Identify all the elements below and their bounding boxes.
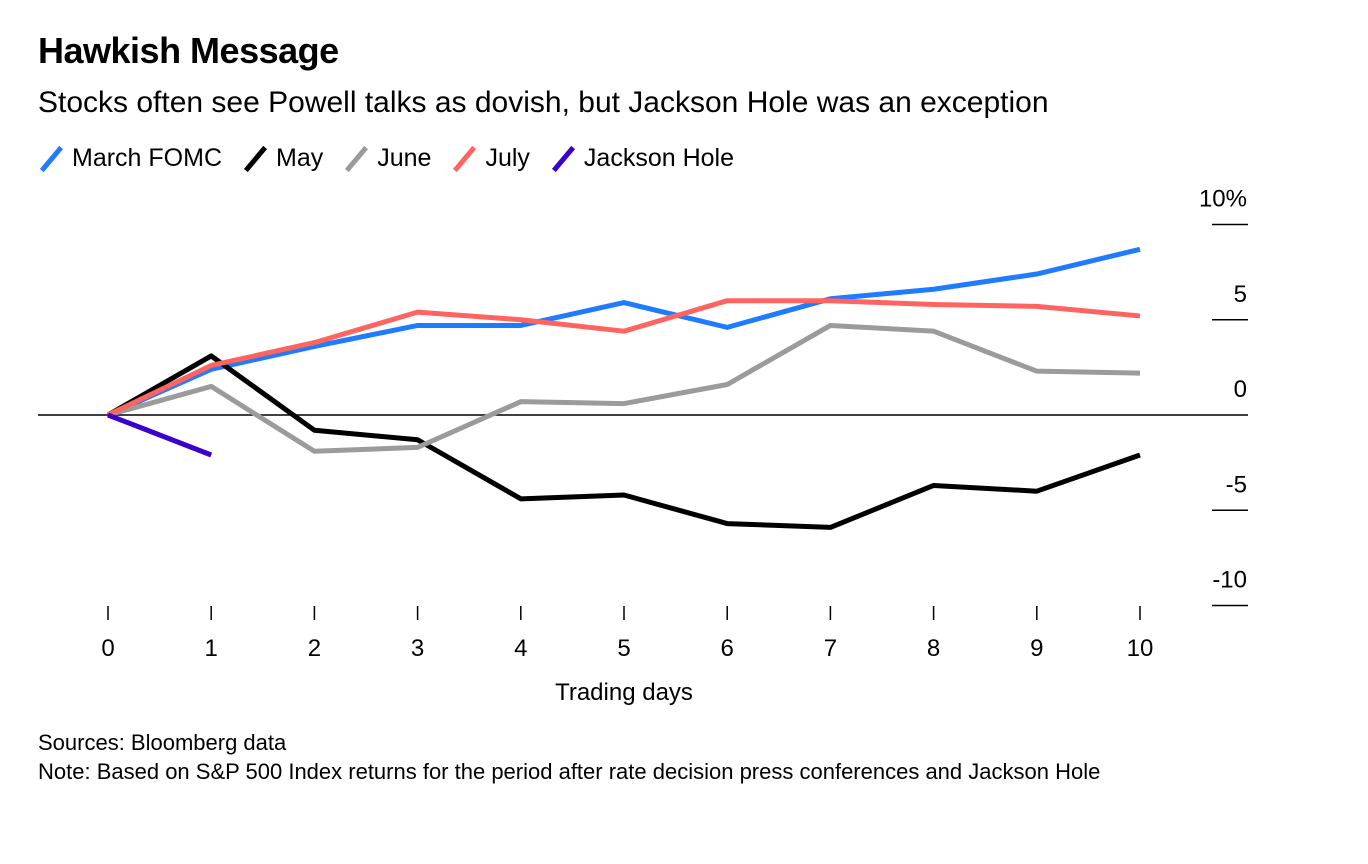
legend-item-may: May bbox=[242, 144, 323, 173]
legend: March FOMC May June July Jackson Hole bbox=[38, 144, 734, 173]
series-line-jackson-hole bbox=[107, 412, 213, 458]
x-tick-label: 10 bbox=[1127, 635, 1154, 662]
x-tick-label: 1 bbox=[205, 635, 218, 662]
series-line-may bbox=[106, 353, 1141, 530]
x-tick-label: 9 bbox=[1030, 635, 1043, 662]
legend-label: July bbox=[485, 144, 530, 172]
series-line-march-fomc bbox=[106, 246, 1141, 418]
legend-label: June bbox=[377, 144, 432, 172]
y-tick-label: 5 bbox=[1234, 281, 1247, 308]
x-tick-label: 8 bbox=[927, 635, 940, 662]
sources-text: Sources: Bloomberg data bbox=[38, 730, 287, 755]
legend-item-march-fomc: March FOMC bbox=[38, 144, 222, 173]
legend-item-june: June bbox=[343, 144, 431, 173]
chart-subtitle: Stocks often see Powell talks as dovish,… bbox=[38, 86, 1049, 119]
legend-item-jackson-hole: Jackson Hole bbox=[550, 144, 734, 173]
legend-label: May bbox=[276, 144, 324, 172]
x-tick-label: 3 bbox=[411, 635, 424, 662]
note-text: Note: Based on S&P 500 Index returns for… bbox=[38, 759, 1101, 784]
y-tick-label: -10 bbox=[1212, 567, 1247, 594]
legend-label: Jackson Hole bbox=[583, 144, 734, 172]
y-tick-label: 10% bbox=[1199, 186, 1247, 213]
x-tick-label: 0 bbox=[101, 635, 114, 662]
series-line-june bbox=[107, 322, 1141, 454]
x-tick-label: 4 bbox=[514, 635, 527, 662]
footer: Sources: Bloomberg data Note: Based on S… bbox=[38, 728, 1198, 786]
y-tick-label: 0 bbox=[1234, 376, 1247, 403]
series-line-july bbox=[106, 298, 1141, 418]
x-axis-label: Trading days bbox=[555, 679, 693, 706]
legend-label: March FOMC bbox=[72, 144, 222, 172]
x-tick-label: 7 bbox=[824, 635, 837, 662]
y-tick-label: -5 bbox=[1226, 471, 1247, 498]
legend-item-july: July bbox=[451, 144, 529, 173]
x-tick-label: 5 bbox=[617, 635, 630, 662]
x-tick-label: 6 bbox=[721, 635, 734, 662]
chart-title: Hawkish Message bbox=[38, 30, 339, 71]
x-tick-label: 2 bbox=[308, 635, 321, 662]
